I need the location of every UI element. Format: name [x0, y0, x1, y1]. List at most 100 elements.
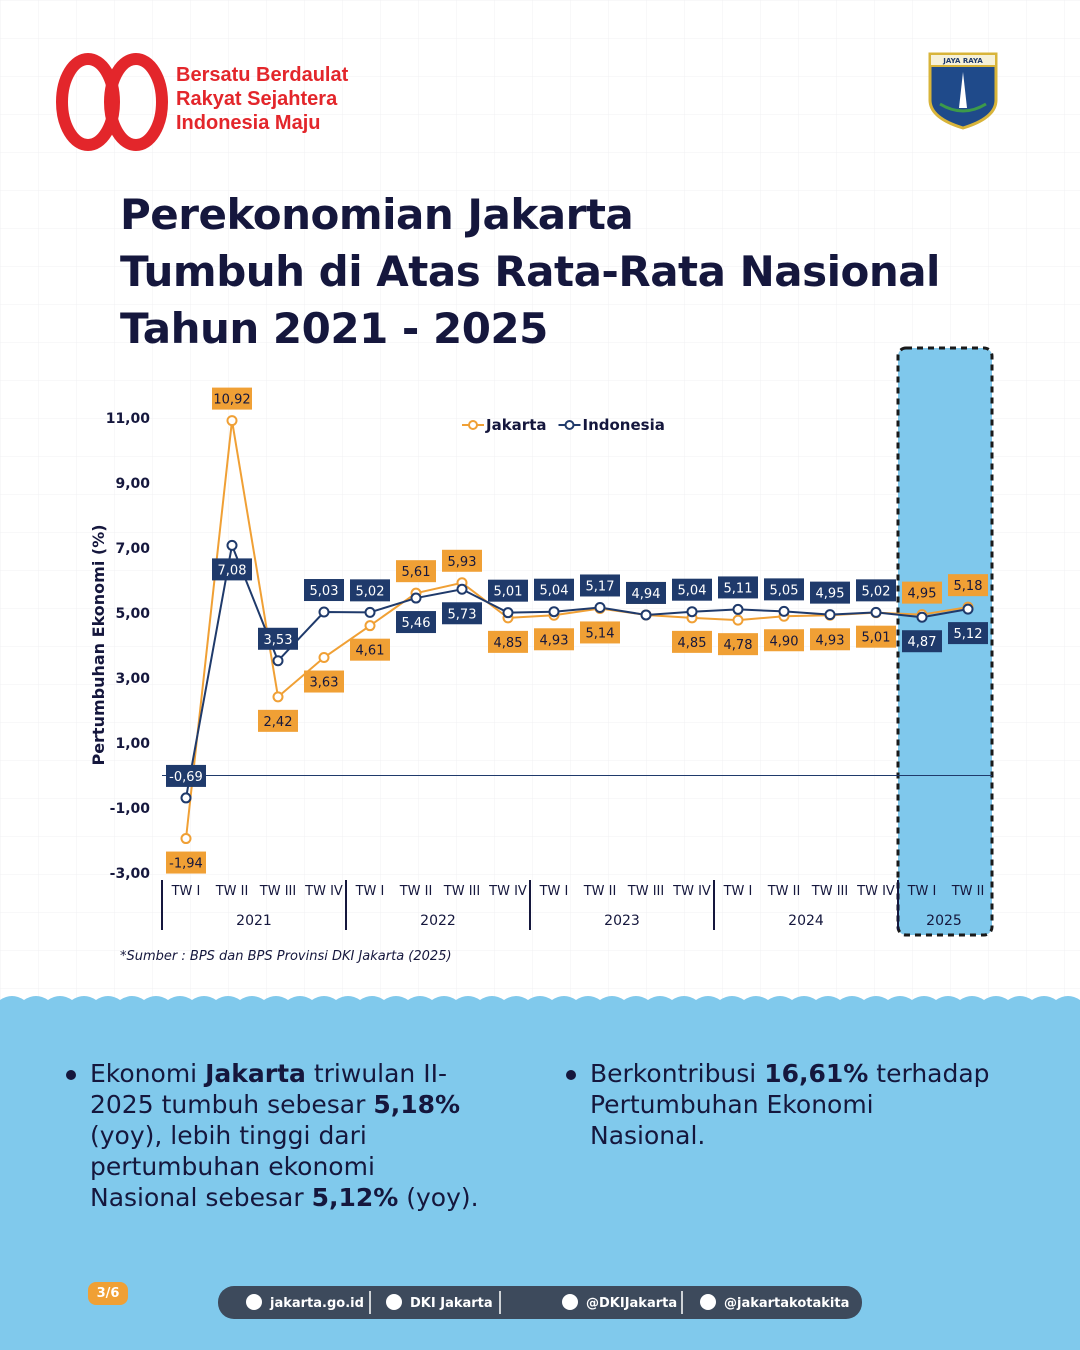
x-group-label: 2021: [236, 913, 272, 929]
value-label-box: [764, 578, 804, 601]
value-label-box: [350, 638, 390, 661]
value-label: 3,63: [304, 670, 344, 693]
value-label: 5,17: [580, 574, 620, 597]
value-label-box: [258, 709, 298, 732]
x-tick-label: TW I: [171, 884, 201, 899]
highlight-box: [896, 346, 994, 937]
bullet-text: triwulan II-2025 tumbuh sebesar: [90, 1059, 447, 1119]
value-label-text: 4,87: [908, 635, 937, 650]
value-label: 4,85: [672, 630, 712, 653]
value-label-text: 5,02: [862, 584, 891, 599]
value-label: -1,94: [166, 851, 206, 874]
value-label: 4,85: [488, 630, 528, 653]
x-tick-label: TW IV: [856, 884, 895, 899]
point: [318, 652, 330, 664]
value-label-box: [534, 578, 574, 601]
value-label-text: 5,04: [678, 584, 707, 599]
value-label: 7,08: [212, 558, 252, 581]
bullet-text: terhadap Pertumbuhan Ekonomi Nasional.: [590, 1059, 990, 1150]
point: [364, 620, 376, 632]
point: [916, 611, 928, 623]
value-label-text: 3,63: [310, 676, 339, 691]
value-label-box: [396, 611, 436, 634]
footer-icon: [562, 1294, 578, 1310]
emblem: [928, 52, 998, 130]
page-number: 3/6: [88, 1282, 128, 1305]
value-label-box: [672, 578, 712, 601]
point: [732, 614, 744, 626]
value-label-box: [488, 579, 528, 602]
x-tick-label: TW I: [907, 884, 937, 899]
logo-tagline: Rakyat Sejahtera: [176, 88, 338, 110]
value-label: 4,95: [902, 581, 942, 604]
footer-icon: [700, 1294, 716, 1310]
value-label-text: 5,18: [954, 579, 983, 594]
legend-marker: [468, 420, 478, 430]
value-label: 5,01: [488, 579, 528, 602]
point: [410, 592, 422, 604]
x-tick-label: TW I: [723, 884, 753, 899]
value-label: 4,93: [534, 628, 574, 651]
value-label: -0,69: [166, 764, 206, 787]
footer-text: @jakartakotakita: [724, 1296, 849, 1311]
value-label: 4,61: [350, 638, 390, 661]
x-tick-label: TW III: [259, 884, 296, 899]
emblem-text: JAYA RAYA: [942, 57, 983, 65]
value-label-box: [166, 851, 206, 874]
value-label-text: 5,02: [356, 584, 385, 599]
value-label-text: 4,94: [632, 587, 661, 602]
value-label: 5,05: [764, 578, 804, 601]
point: [272, 655, 284, 667]
value-label: 5,18: [948, 574, 988, 597]
x-tick-label: TW IV: [304, 884, 343, 899]
series-line: [185, 541, 969, 799]
value-label-text: 5,93: [448, 555, 477, 570]
footer-pill: [218, 1286, 862, 1319]
value-label-text: 5,12: [954, 627, 983, 642]
value-label-box: [948, 574, 988, 597]
value-label-text: 5,01: [494, 585, 523, 600]
point: [686, 606, 698, 618]
value-label: 2,42: [258, 709, 298, 732]
footer: jakarta.go.id DKI Jakarta @DKIJakarta @jaka…: [218, 1286, 862, 1319]
value-label-box: [856, 625, 896, 648]
value-label-text: 4,78: [724, 638, 753, 653]
value-label-text: 5,61: [402, 565, 431, 580]
value-label-text: 4,93: [540, 633, 569, 648]
legend-label: Jakarta: [485, 416, 547, 434]
value-label: 3,53: [258, 627, 298, 650]
value-label-box: [810, 628, 850, 651]
value-label-text: 5,11: [724, 581, 753, 596]
x-tick-label: TW III: [443, 884, 480, 899]
value-label: 5,14: [580, 621, 620, 644]
x-tick-label: TW II: [215, 884, 249, 899]
point: [778, 605, 790, 617]
point: [272, 691, 284, 703]
value-label: 4,87: [902, 630, 942, 653]
bullet-text: (yoy), lebih tinggi dari pertumbuhan eko…: [90, 1121, 375, 1212]
point: [180, 833, 192, 845]
x-tick-label: TW IV: [672, 884, 711, 899]
bullet-text: 5,18%: [373, 1090, 461, 1119]
bullet-text: Ekonomi: [90, 1059, 206, 1088]
value-label-text: -0,69: [169, 770, 203, 785]
value-label-box: [580, 574, 620, 597]
value-label: 5,93: [442, 549, 482, 572]
y-tick-label: -3,00: [110, 866, 151, 882]
footer-text: @DKIJakarta: [586, 1296, 677, 1311]
x-group-label: 2025: [926, 913, 962, 929]
value-label: 5,73: [442, 602, 482, 625]
value-label-box: [718, 633, 758, 656]
value-label-box: [902, 581, 942, 604]
value-label-box: [764, 629, 804, 652]
footer-icon: [246, 1294, 262, 1310]
value-label-box: [304, 670, 344, 693]
x-tick-label: TW II: [767, 884, 801, 899]
point: [502, 607, 514, 619]
legend-label: Indonesia: [583, 416, 665, 434]
wave-band: [0, 996, 1080, 1350]
value-label-text: -1,94: [169, 857, 203, 872]
value-label: 5,02: [350, 579, 390, 602]
point: [824, 609, 836, 621]
